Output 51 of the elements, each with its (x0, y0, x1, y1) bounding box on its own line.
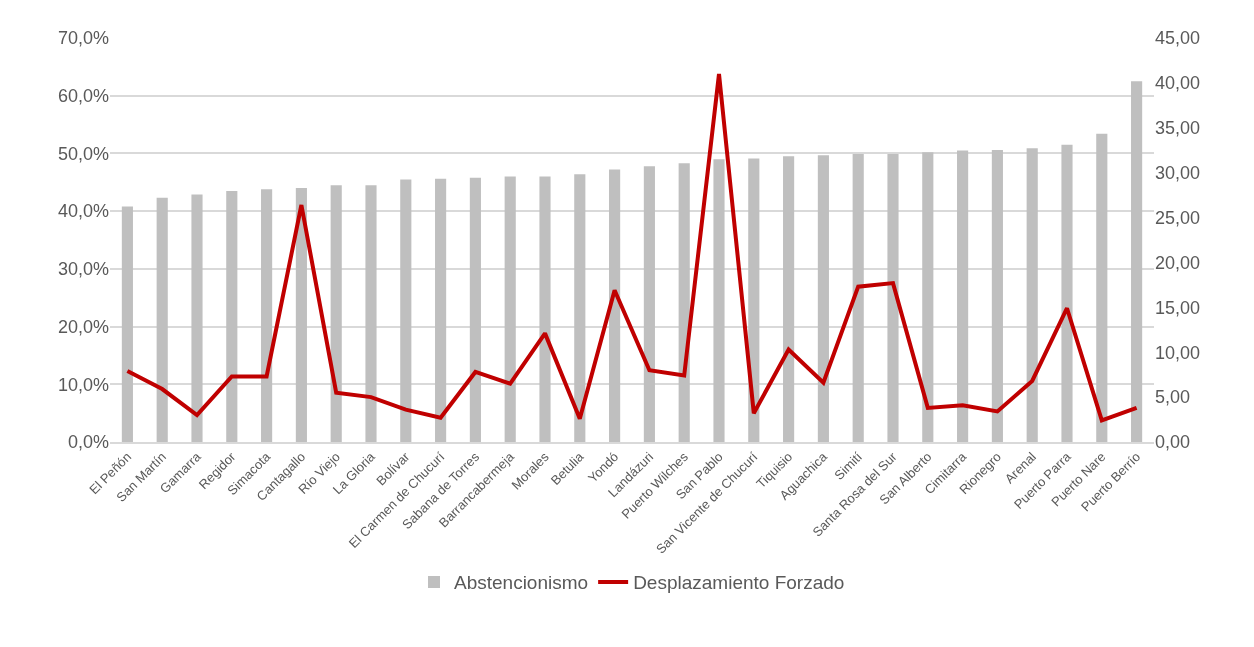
bar (539, 176, 551, 442)
bar (1096, 133, 1108, 442)
bar (643, 166, 655, 442)
bar (295, 188, 307, 442)
bar (748, 158, 760, 442)
y-tick-label: 10,0% (57, 374, 109, 395)
y-tick-label: 30,0% (57, 259, 109, 280)
bar (1131, 81, 1143, 442)
y-tick-label: 50,0% (57, 143, 109, 164)
y2-tick-label: 30,00 (1155, 162, 1201, 183)
bar (1061, 144, 1073, 442)
bar (887, 154, 899, 442)
y-tick-label: 40,0% (57, 201, 109, 222)
y-tick-label: 70,0% (57, 28, 109, 49)
legend-label: Desplazamiento Forzado (633, 572, 845, 594)
y2-tick-label: 10,00 (1155, 342, 1201, 363)
bar (609, 169, 621, 442)
bar (783, 156, 795, 442)
bar (226, 190, 238, 442)
y-tick-label: 20,0% (57, 316, 109, 337)
bar (678, 163, 690, 442)
bar (713, 159, 725, 442)
y2-tick-label: 45,00 (1155, 28, 1201, 49)
y2-tick-label: 20,00 (1155, 252, 1201, 273)
bar (156, 197, 168, 442)
bar (469, 177, 481, 442)
bar (957, 150, 969, 442)
y2-tick-label: 15,00 (1155, 297, 1201, 318)
bar (922, 152, 934, 442)
bar (504, 176, 516, 442)
y2-tick-label: 25,00 (1155, 207, 1201, 228)
line-series (125, 71, 1139, 423)
y2-tick-label: 5,00 (1155, 387, 1191, 408)
bar (574, 174, 586, 442)
bar (365, 185, 377, 442)
y2-tick-label: 40,00 (1155, 73, 1201, 94)
y2-tick-label: 35,00 (1155, 118, 1201, 139)
legend-label: Abstencionismo (454, 572, 589, 594)
bar (817, 155, 829, 442)
bar (191, 194, 203, 442)
y2-tick-label: 0,00 (1155, 432, 1191, 453)
bar (1026, 148, 1038, 442)
y-tick-label: 60,0% (57, 86, 109, 107)
bar (852, 154, 864, 442)
bar (261, 189, 273, 442)
bar (121, 206, 133, 442)
y-tick-label: 0,0% (67, 432, 109, 453)
bar (330, 185, 342, 442)
bar (400, 179, 412, 442)
bar (991, 149, 1003, 442)
bar (435, 178, 447, 442)
